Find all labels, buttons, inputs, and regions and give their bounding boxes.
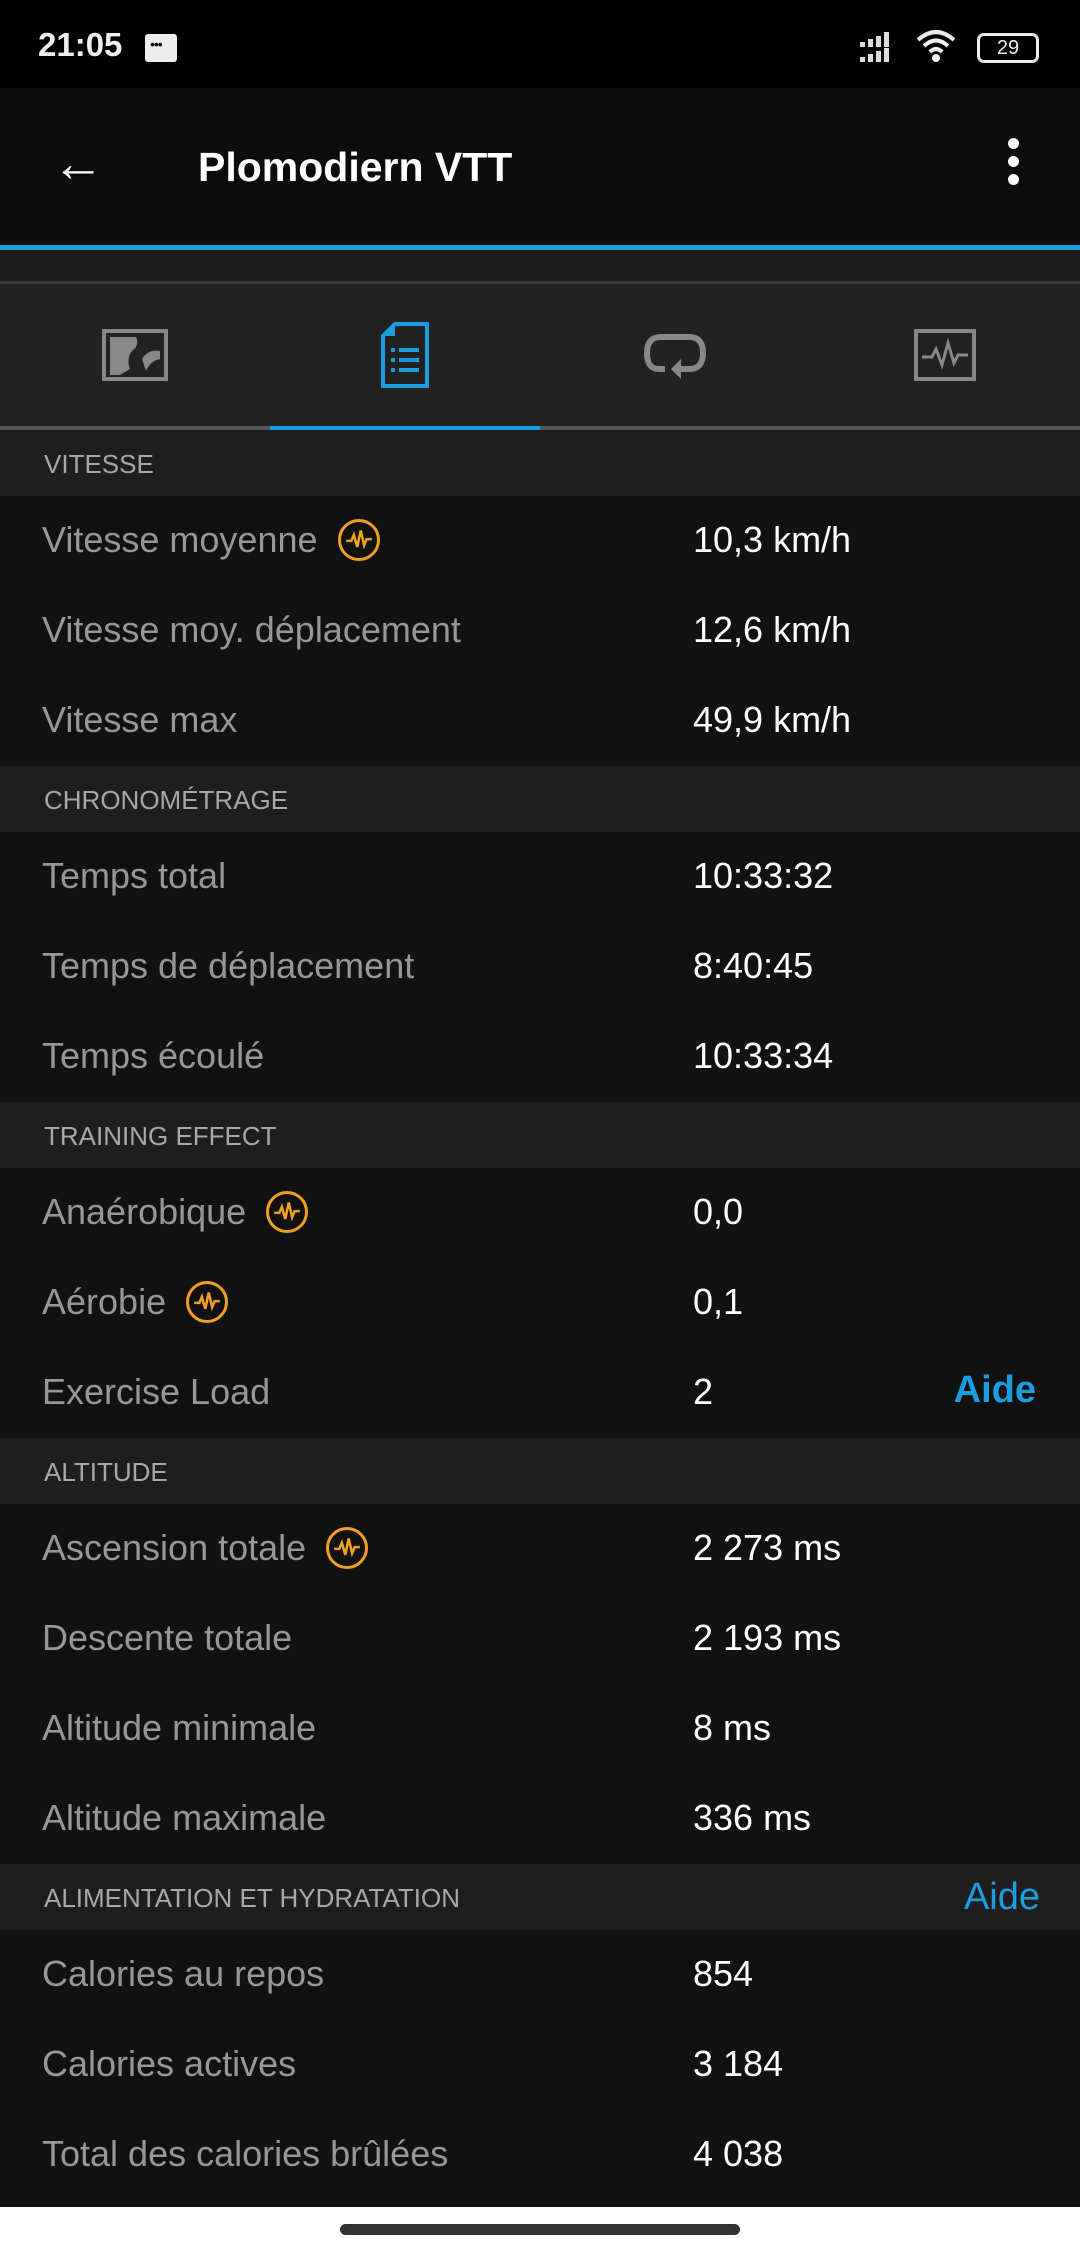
app-bar: ← Plomodiern VTT <box>0 88 1080 245</box>
stat-row: Calories actives 3 184 <box>0 2020 1080 2110</box>
help-link[interactable]: Aide <box>953 1369 1036 1411</box>
stat-row: Altitude minimale 8 ms <box>0 1684 1080 1774</box>
section-title: VITESSE <box>44 449 154 479</box>
stat-row: Temps de déplacement 8:40:45 <box>0 922 1080 1012</box>
stat-value: 8:40:45 <box>693 945 814 986</box>
section-header: CHRONOMÉTRAGE <box>0 766 1080 832</box>
stats-list: VITESSE Vitesse moyenne 10,3 km/h Vitesse m… <box>0 430 1080 2200</box>
stat-label: Calories au repos <box>42 1953 325 1994</box>
status-time: 21:05 <box>38 26 123 63</box>
section-header: TRAINING EFFECT <box>0 1102 1080 1168</box>
section-header: ALIMENTATION ET HYDRATATION Aide <box>0 1864 1080 1930</box>
home-gesture-handle[interactable] <box>340 2224 740 2235</box>
stat-row: Vitesse max 49,9 km/h <box>0 676 1080 766</box>
section-title: CHRONOMÉTRAGE <box>44 785 289 815</box>
system-nav-bar <box>0 2207 1080 2248</box>
stat-value: 3 184 <box>693 2043 784 2084</box>
stat-value: 2 273 ms <box>693 1527 842 1568</box>
back-arrow-icon[interactable]: ← <box>52 135 104 193</box>
laps-icon <box>643 334 707 379</box>
map-icon <box>102 329 168 381</box>
stat-value: 4 038 <box>693 2133 784 2174</box>
stat-row: Ascension totale 2 273 ms <box>0 1504 1080 1594</box>
active-tab-indicator <box>270 426 540 430</box>
stat-label: Altitude maximale <box>42 1797 327 1838</box>
stat-value: 0,1 <box>693 1281 744 1322</box>
section-title: TRAINING EFFECT <box>44 1121 277 1151</box>
stat-row: Anaérobique 0,0 <box>0 1168 1080 1258</box>
stat-label: Ascension totale <box>42 1527 307 1568</box>
section-header: VITESSE <box>0 430 1080 496</box>
status-bar: 21:05 29 <box>0 0 1080 88</box>
stat-label: Altitude minimale <box>42 1707 317 1748</box>
stat-label: Temps écoulé <box>42 1035 265 1076</box>
training-effect-icon[interactable] <box>186 1281 229 1323</box>
signal-icon <box>860 32 889 62</box>
stat-label: Vitesse max <box>42 699 238 740</box>
stat-label: Vitesse moyenne <box>42 519 318 560</box>
stat-row: Aérobie 0,1 <box>0 1258 1080 1348</box>
section-title: ALIMENTATION ET HYDRATATION <box>44 1883 461 1913</box>
stat-label: Exercise Load <box>42 1371 271 1412</box>
accent-divider <box>0 245 1080 250</box>
stat-row: Calories au repos 854 <box>0 1930 1080 2020</box>
tab-map[interactable] <box>0 284 270 426</box>
training-effect-icon[interactable] <box>337 519 380 561</box>
chart-icon <box>914 329 976 381</box>
stat-row: Vitesse moyenne 10,3 km/h <box>0 496 1080 586</box>
stat-row: Temps écoulé 10:33:34 <box>0 1012 1080 1102</box>
stat-value: 2 193 ms <box>693 1617 842 1658</box>
stat-value: 0,0 <box>693 1191 744 1232</box>
stat-label: Total des calories brûlées <box>42 2133 449 2174</box>
section-title: ALTITUDE <box>44 1457 168 1487</box>
page-title: Plomodiern VTT <box>198 144 513 190</box>
tab-indicator-track <box>0 426 1080 430</box>
stat-row: Descente totale 2 193 ms <box>0 1594 1080 1684</box>
message-notification-icon <box>145 34 177 62</box>
stat-value: 336 ms <box>693 1797 812 1838</box>
tab-bar <box>0 284 1080 426</box>
stat-row: Vitesse moy. déplacement 12,6 km/h <box>0 586 1080 676</box>
stat-value: 8 ms <box>693 1707 772 1748</box>
stat-label: Vitesse moy. déplacement <box>42 609 461 650</box>
stat-value: 12,6 km/h <box>693 609 852 650</box>
details-icon <box>381 322 429 388</box>
stat-value: 10:33:34 <box>693 1035 834 1076</box>
tab-charts[interactable] <box>810 284 1080 426</box>
battery-indicator: 29 <box>977 33 1039 63</box>
section-header: ALTITUDE <box>0 1438 1080 1504</box>
stat-value: 10:33:32 <box>693 855 834 896</box>
stat-row: Altitude maximale 336 ms <box>0 1774 1080 1864</box>
stat-label: Descente totale <box>42 1617 293 1658</box>
stat-row: Exercise Load 2 Aide <box>0 1348 1080 1438</box>
stat-row: Total des calories brûlées 4 038 <box>0 2110 1080 2200</box>
stat-value: 49,9 km/h <box>693 699 852 740</box>
stat-value: 854 <box>693 1953 754 1994</box>
stat-row: Temps total 10:33:32 <box>0 832 1080 922</box>
stat-label: Aérobie <box>42 1281 167 1322</box>
wifi-icon <box>916 30 956 62</box>
stat-value: 10,3 km/h <box>693 519 852 560</box>
tab-laps[interactable] <box>540 284 810 426</box>
stat-label: Calories actives <box>42 2043 297 2084</box>
training-effect-icon[interactable] <box>326 1527 369 1569</box>
help-link[interactable]: Aide <box>963 1876 1040 1918</box>
stat-value: 2 <box>693 1371 714 1412</box>
tab-details[interactable] <box>270 284 540 426</box>
more-options-icon[interactable] <box>1008 138 1020 192</box>
training-effect-icon[interactable] <box>266 1191 309 1233</box>
header-strip <box>0 250 1080 284</box>
stat-label: Temps de déplacement <box>42 945 415 986</box>
stat-label: Anaérobique <box>42 1191 247 1232</box>
stat-label: Temps total <box>42 855 227 896</box>
